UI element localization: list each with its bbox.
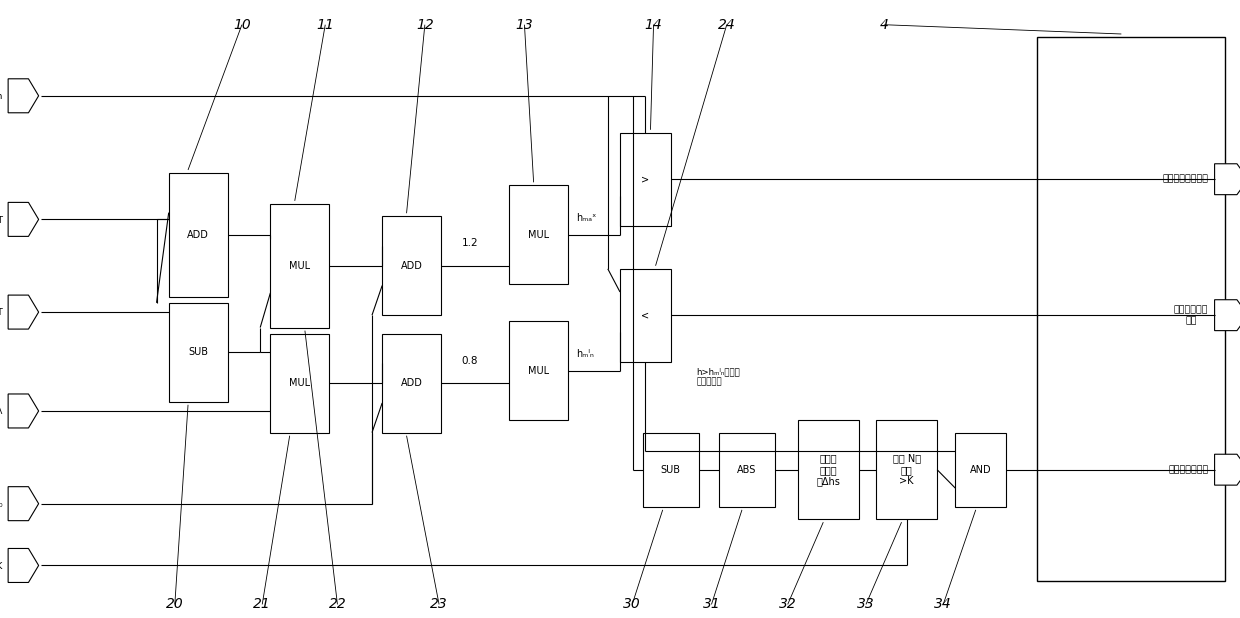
Text: 10: 10 [233,18,250,32]
Text: 0.8: 0.8 [461,356,479,366]
Text: SUB: SUB [661,465,681,475]
Bar [1037,37,1225,581]
Text: MUL: MUL [528,366,549,376]
Polygon shape [9,487,38,520]
Text: AND: AND [970,465,992,475]
Text: h>hₘᴵₙ触发漏
油告警检测: h>hₘᴵₙ触发漏 油告警检测 [696,367,740,387]
Bar [169,173,228,297]
Text: 23: 23 [430,598,448,611]
Text: 油温误差裕度ΔT: 油温误差裕度ΔT [0,308,2,316]
Bar [797,420,859,519]
Text: 34: 34 [934,598,952,611]
Bar [877,420,937,519]
Text: 1.2: 1.2 [461,239,479,248]
Text: ADD: ADD [401,261,423,271]
Text: 油位异常偏低
告警: 油位异常偏低 告警 [1174,305,1209,325]
Bar [719,433,775,507]
Bar [510,321,568,420]
Text: 24: 24 [718,18,735,32]
Text: 拟合公式斜率λ: 拟合公式斜率λ [0,407,2,415]
Text: <: < [641,310,650,320]
Text: 锁存并
周期输
出Δhs: 锁存并 周期输 出Δhs [816,453,841,486]
Polygon shape [9,295,38,329]
Text: ABS: ABS [738,465,756,475]
Bar [955,433,1006,507]
Bar [510,185,568,284]
Text: 变压器本体油温T: 变压器本体油温T [0,215,2,224]
Text: 22: 22 [329,598,346,611]
Text: 油位异常偏高告警: 油位异常偏高告警 [1162,175,1209,184]
Polygon shape [9,79,38,112]
Bar [382,334,441,433]
Text: 拟合公式常数h₀: 拟合公式常数h₀ [0,499,2,508]
Bar [270,204,330,328]
Text: MUL: MUL [528,230,549,240]
Text: hₘᴵₙ: hₘᴵₙ [577,349,594,359]
Text: 4: 4 [880,18,889,32]
Text: 12: 12 [415,18,434,32]
Text: 21: 21 [253,598,272,611]
Text: hₘₐˣ: hₘₐˣ [577,213,596,223]
Text: 13: 13 [516,18,533,32]
Polygon shape [9,202,38,236]
Text: 11: 11 [316,18,334,32]
Text: MUL: MUL [289,261,310,271]
Text: MUL: MUL [289,378,310,388]
Text: ADD: ADD [187,230,210,240]
Text: 30: 30 [624,598,641,611]
Text: SUB: SUB [188,347,208,357]
Polygon shape [1215,164,1240,195]
Text: 漏油定值K: 漏油定值K [0,561,2,570]
Text: 14: 14 [645,18,662,32]
Polygon shape [1215,300,1240,331]
Bar [382,216,441,315]
Bar [169,303,228,402]
Text: 31: 31 [703,598,720,611]
Polygon shape [9,549,38,582]
Polygon shape [9,394,38,428]
Bar [620,133,671,226]
Text: 20: 20 [166,598,184,611]
Text: 变压器本体油位h: 变压器本体油位h [0,91,2,100]
Bar [270,334,330,433]
Text: 变压器漏油告警: 变压器漏油告警 [1168,465,1209,474]
Text: >: > [641,174,650,184]
Text: ADD: ADD [401,378,423,388]
Polygon shape [1215,454,1240,485]
Text: 连续 N个
周期
>K: 连续 N个 周期 >K [893,453,920,486]
Text: 33: 33 [857,598,875,611]
Bar [620,269,671,362]
Text: 32: 32 [779,598,796,611]
Bar [642,433,699,507]
